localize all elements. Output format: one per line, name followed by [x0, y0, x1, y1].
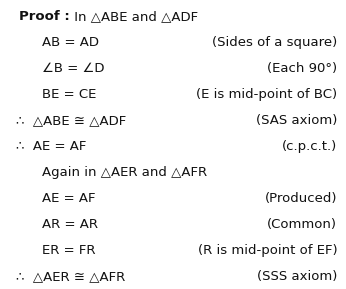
- Text: (Each 90°): (Each 90°): [267, 62, 337, 75]
- Text: (c.p.c.t.): (c.p.c.t.): [282, 140, 337, 153]
- Text: In △ABE and △ADF: In △ABE and △ADF: [70, 10, 198, 23]
- Text: (Common): (Common): [267, 218, 337, 231]
- Text: ∴  △AER ≅ △AFR: ∴ △AER ≅ △AFR: [16, 270, 125, 283]
- Text: (Produced): (Produced): [265, 192, 337, 205]
- Text: (SAS axiom): (SAS axiom): [256, 114, 337, 127]
- Text: ∴  △ABE ≅ △ADF: ∴ △ABE ≅ △ADF: [16, 114, 126, 127]
- Text: (Sides of a square): (Sides of a square): [212, 36, 337, 49]
- Text: ER = FR: ER = FR: [42, 244, 95, 257]
- Text: AR = AR: AR = AR: [42, 218, 98, 231]
- Text: (E is mid-point of BC): (E is mid-point of BC): [196, 88, 337, 101]
- Text: ∴  AE = AF: ∴ AE = AF: [16, 140, 86, 153]
- Text: ∠B = ∠D: ∠B = ∠D: [42, 62, 104, 75]
- Text: BE = CE: BE = CE: [42, 88, 96, 101]
- Text: AE = AF: AE = AF: [42, 192, 95, 205]
- Text: AB = AD: AB = AD: [42, 36, 99, 49]
- Text: Proof :: Proof :: [19, 10, 70, 23]
- Text: (R is mid-point of EF): (R is mid-point of EF): [198, 244, 337, 257]
- Text: Again in △AER and △AFR: Again in △AER and △AFR: [42, 166, 207, 179]
- Text: (SSS axiom): (SSS axiom): [257, 270, 337, 283]
